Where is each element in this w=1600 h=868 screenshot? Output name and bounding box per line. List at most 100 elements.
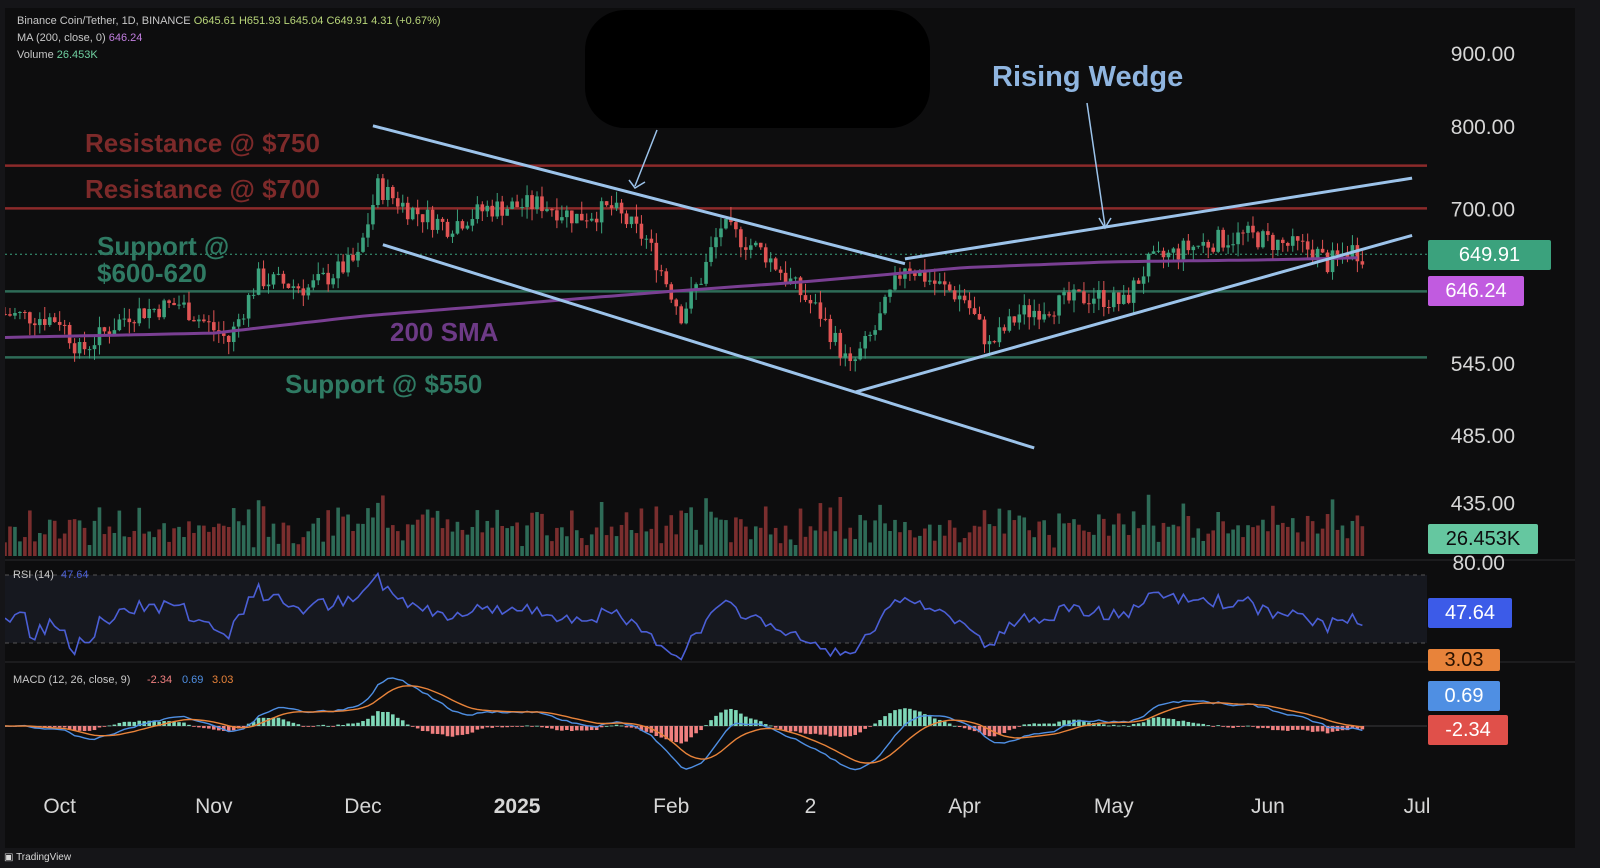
macd-histogram-bar (937, 719, 942, 726)
macd-histogram-bar (291, 722, 296, 726)
candle-body (589, 218, 594, 221)
macd-histogram-bar (137, 720, 142, 726)
macd-histogram-bar (684, 726, 688, 742)
macd-histogram-bar (1136, 723, 1141, 726)
volume-bar (913, 537, 917, 556)
volume-bar (1017, 515, 1022, 556)
macd-histogram-bar (57, 726, 62, 728)
volume-bar (1266, 531, 1270, 556)
volume-bar (1166, 526, 1171, 556)
candle-body (1017, 314, 1022, 323)
macd-histogram-bar (1002, 726, 1007, 733)
candle-body (192, 320, 196, 322)
candle-body (644, 238, 649, 240)
volume-bar (1246, 525, 1250, 556)
candle-body (550, 209, 554, 211)
candle-body (565, 210, 569, 218)
macd-histogram-bar (465, 726, 470, 735)
volume-bar (674, 534, 679, 556)
macd-histogram-bar (251, 721, 256, 726)
candle-body (560, 217, 564, 221)
candle-body (908, 268, 912, 273)
rsi-line (5, 571, 1363, 661)
volume-bar (823, 531, 828, 556)
candle-body (634, 216, 639, 224)
macd-histogram-bar (425, 726, 430, 732)
macd-histogram-bar (957, 726, 962, 728)
macd-histogram-bar (798, 726, 803, 733)
time-axis-label: Dec (344, 795, 381, 818)
candle-body (82, 341, 87, 350)
time-axis-label: 2 (805, 795, 817, 818)
chart-svg[interactable]: 900.00 800.00 700.00 545.00 485.00 435.00 80.0… (5, 8, 1575, 848)
candle-body (1002, 327, 1007, 331)
volume-bar (5, 542, 7, 556)
volume-bar (405, 524, 410, 556)
candle-body (734, 222, 738, 230)
macd-histogram-bar (584, 726, 589, 731)
volume-bar (62, 533, 67, 556)
volume-bar (122, 536, 127, 556)
candle-body (47, 317, 52, 325)
candle-body (221, 333, 226, 336)
macd-histogram-bar (927, 716, 932, 726)
volume-bar (828, 507, 833, 556)
candle-body (281, 273, 286, 284)
candle-body (1355, 245, 1360, 262)
macd-histogram-bar (117, 722, 122, 726)
macd-histogram-bar (1221, 726, 1225, 727)
candle-body (1276, 239, 1280, 251)
volume-bar (619, 524, 624, 556)
macd-histogram-bar (982, 726, 987, 736)
candle-body (137, 308, 142, 324)
macd-histogram-bar (271, 717, 276, 726)
macd-histogram-bar (1281, 726, 1285, 731)
volume-bar (28, 510, 32, 556)
macd-histogram-bar (1111, 724, 1116, 726)
candle-body (1052, 315, 1056, 317)
volume-bar (1281, 522, 1285, 556)
candle-body (361, 237, 365, 252)
volume-bar (336, 507, 340, 556)
candle-body (664, 271, 669, 285)
candle-body (127, 318, 132, 323)
volume-bar (818, 503, 823, 556)
macd-histogram-bar (256, 717, 261, 726)
candle-body (341, 261, 345, 273)
volume-badge: 26.453K (1428, 524, 1538, 554)
candle-body (952, 290, 957, 300)
chart-area[interactable]: 900.00 800.00 700.00 545.00 485.00 435.00 80.0… (5, 8, 1575, 848)
macd-histogram-bar (1057, 721, 1061, 726)
volume-bar (1067, 522, 1071, 556)
macd-histogram-bar (62, 726, 67, 728)
volume-bar (629, 530, 634, 556)
volume-bar (266, 536, 271, 556)
macd-histogram-bar (226, 726, 231, 732)
volume-bar (689, 507, 693, 556)
legend-symbol-row: Binance Coin/Tether, 1D, BINANCE O645.61… (17, 15, 441, 27)
candle-body (614, 202, 619, 209)
macd-histogram-bar (758, 721, 763, 726)
candle-body (202, 319, 206, 322)
volume-bar (8, 526, 12, 556)
volume-bar (1285, 526, 1290, 556)
macd-histogram-bar (47, 726, 52, 728)
volume-bar (1310, 521, 1315, 556)
macd-histogram-bar (212, 726, 216, 730)
volume-bar (1320, 528, 1325, 556)
volume-bar (400, 540, 405, 556)
volume-bar (1047, 534, 1051, 556)
candle-body (1285, 243, 1290, 246)
volume-bar (550, 541, 554, 556)
volume-bar (435, 510, 440, 556)
candle-body (177, 304, 181, 306)
candle-body (1037, 310, 1041, 320)
volume-bar (694, 529, 698, 556)
price-tick-label: 435.00 (1451, 492, 1515, 515)
candle-body (286, 283, 291, 288)
candle-body (858, 348, 862, 360)
macd-histogram-bar (614, 724, 619, 726)
candle-body (808, 299, 813, 304)
volume-bar (346, 514, 350, 556)
volume-bar (843, 538, 848, 556)
